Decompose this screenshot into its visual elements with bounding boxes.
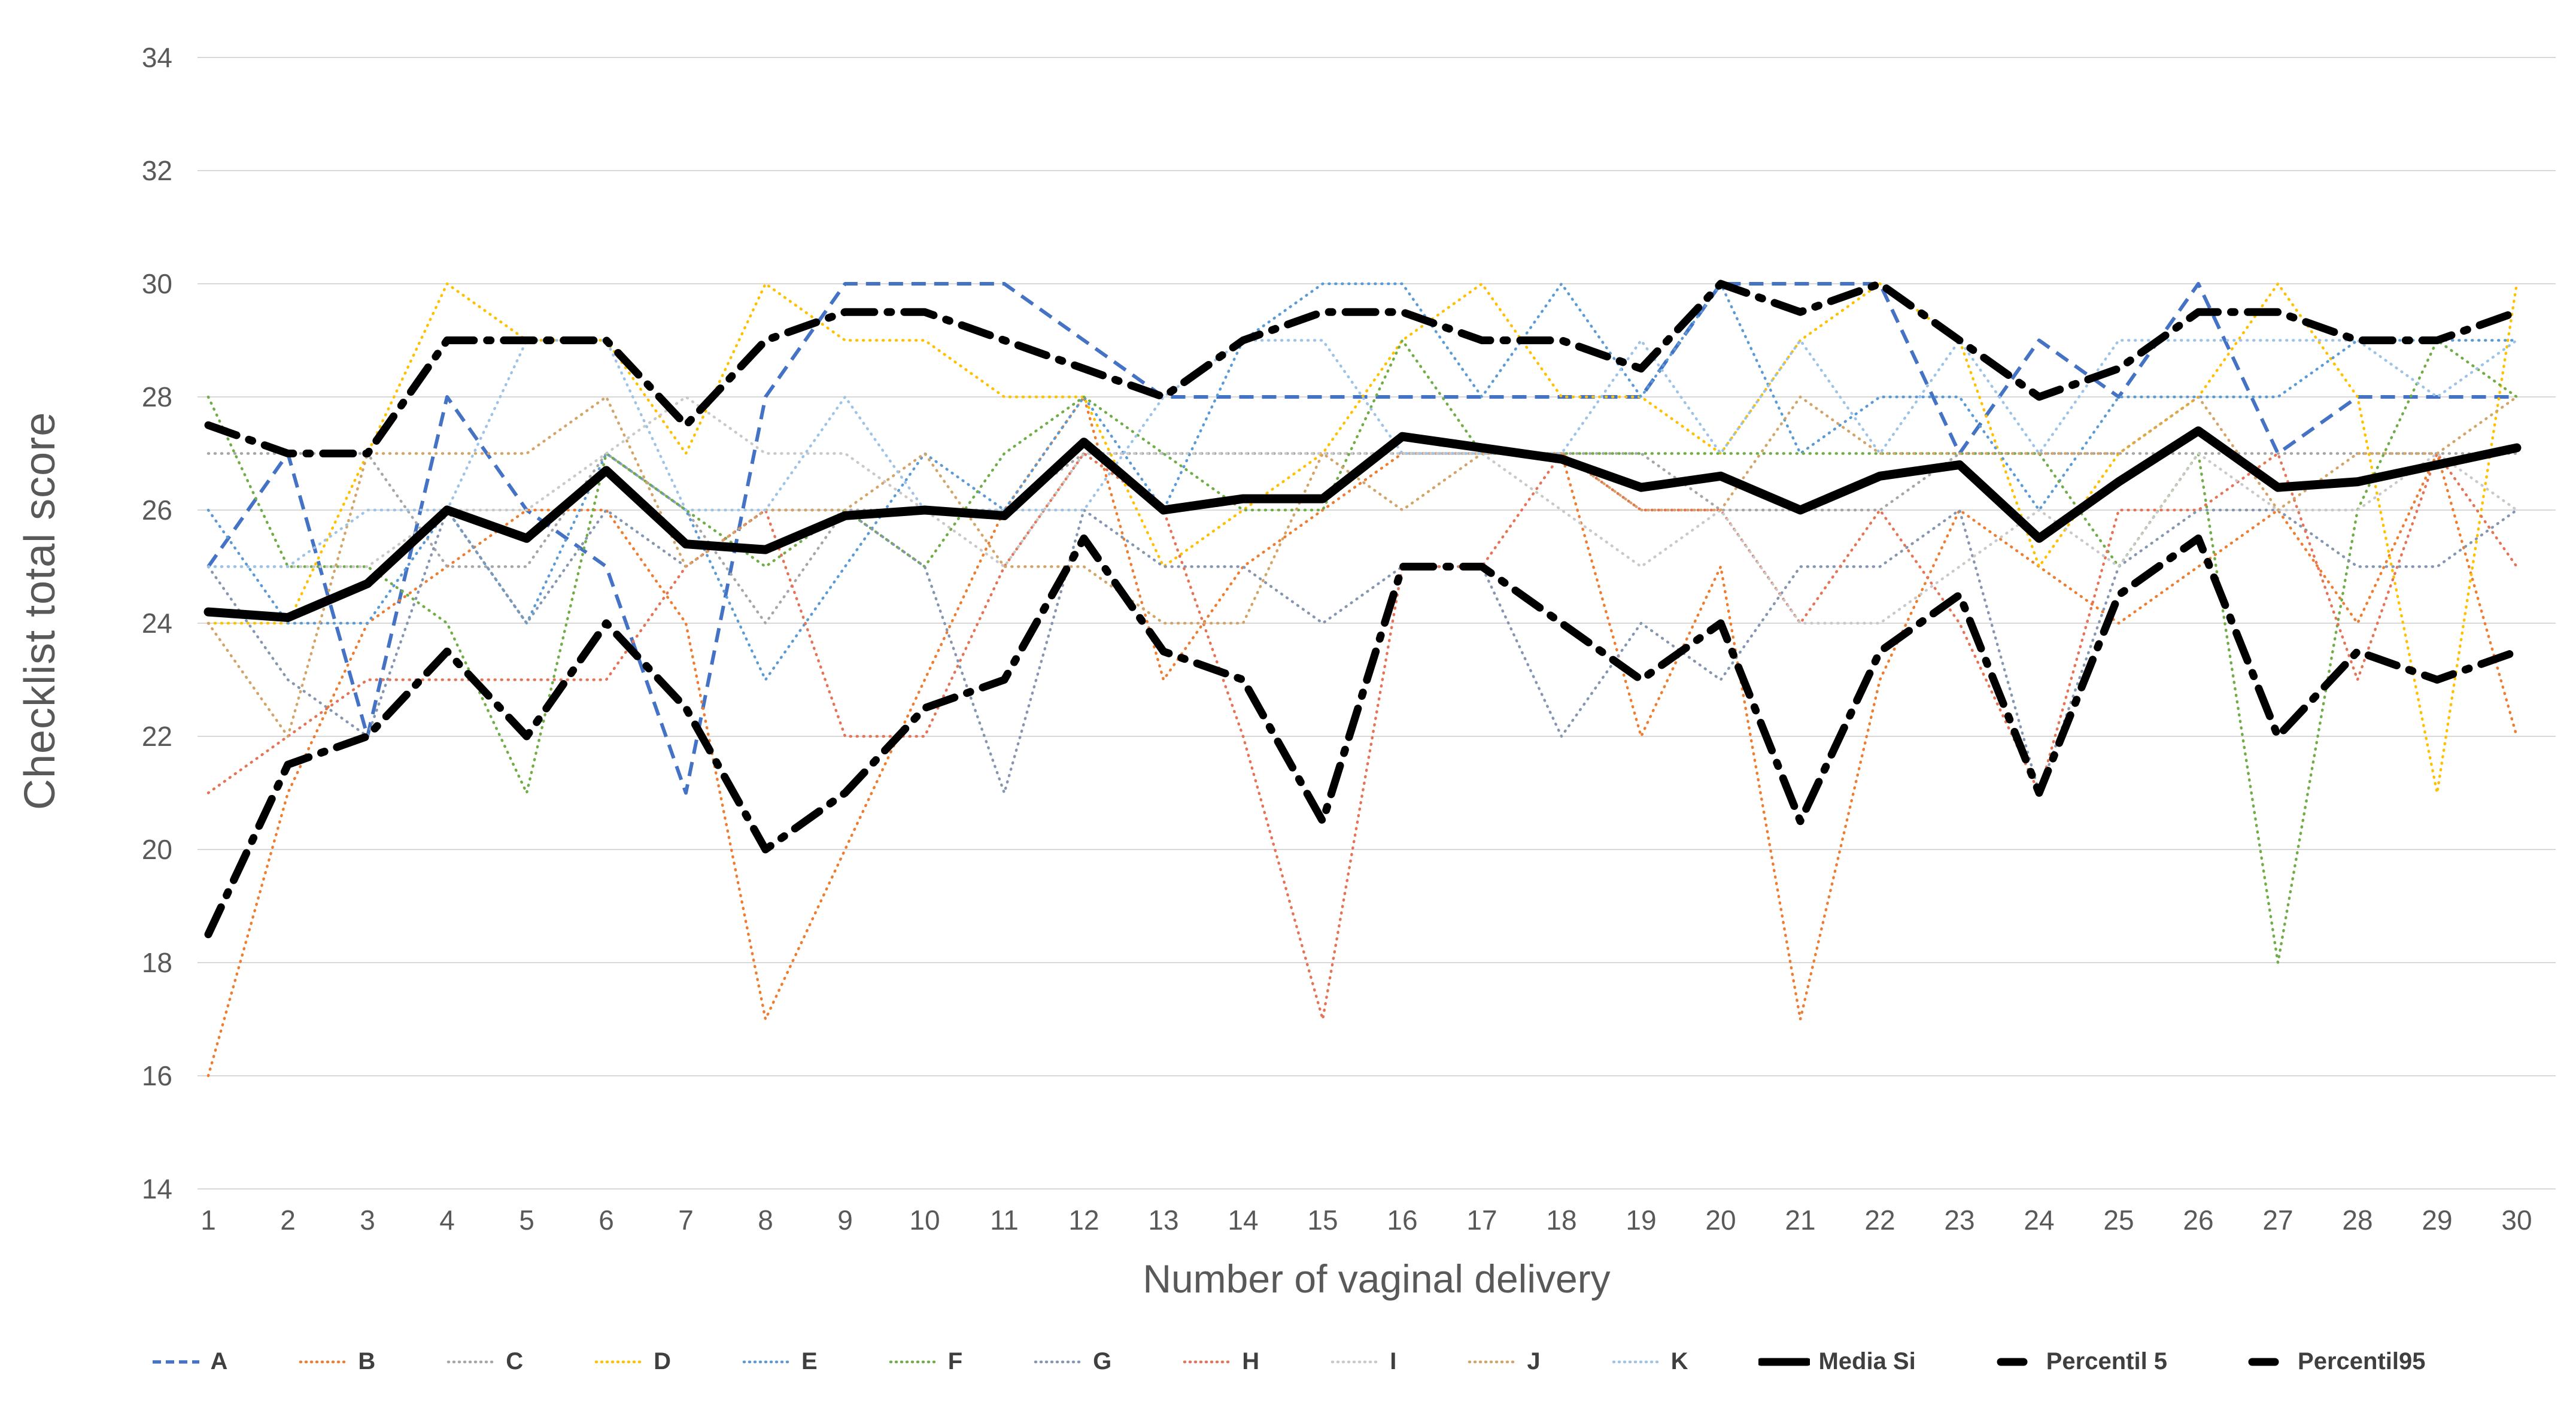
x-tick-label: 18 bbox=[1546, 1204, 1576, 1236]
x-tick-label: 19 bbox=[1626, 1204, 1656, 1236]
legend-item-h: H bbox=[1182, 1348, 1259, 1375]
x-tick-label: 28 bbox=[2342, 1204, 2373, 1236]
series-line-percentil95 bbox=[204, 280, 2521, 457]
x-tick-label: 25 bbox=[2103, 1204, 2134, 1236]
legend-item-percentil-5: Percentil 5 bbox=[1986, 1348, 2167, 1375]
legend-item-label: A bbox=[210, 1348, 228, 1375]
x-tick-label: 5 bbox=[519, 1204, 534, 1236]
y-tick-label: 34 bbox=[142, 42, 172, 73]
x-tick-label: 23 bbox=[1944, 1204, 1974, 1236]
x-tick-label: 22 bbox=[1864, 1204, 1895, 1236]
y-tick-label: 26 bbox=[142, 494, 172, 526]
legend-item-d: D bbox=[594, 1348, 671, 1375]
series-line-f bbox=[206, 339, 2519, 964]
y-tick-label: 30 bbox=[142, 268, 172, 299]
media-si-line-style-icon bbox=[1758, 1358, 1811, 1366]
series-line-e bbox=[206, 282, 2519, 681]
y-tick-label: 28 bbox=[142, 381, 172, 412]
legend-item-i: I bbox=[1330, 1348, 1396, 1375]
x-tick-label: 6 bbox=[599, 1204, 614, 1236]
series-line-percentil-5 bbox=[204, 534, 2521, 939]
x-tick-label: 24 bbox=[2024, 1204, 2054, 1236]
y-tick-label: 22 bbox=[142, 721, 172, 752]
legend-item-a: A bbox=[150, 1348, 227, 1375]
series-line-c bbox=[206, 452, 2519, 625]
b-line-style-icon bbox=[299, 1360, 349, 1363]
x-tick-label: 1 bbox=[201, 1204, 216, 1236]
x-tick-label: 26 bbox=[2183, 1204, 2213, 1236]
series-line-a bbox=[206, 282, 2517, 795]
a-line-style-icon bbox=[153, 1360, 200, 1364]
x-tick-label: 4 bbox=[439, 1204, 455, 1236]
legend-item-g: G bbox=[1033, 1348, 1111, 1375]
legend-item-label: J bbox=[1527, 1348, 1541, 1375]
x-tick-label: 20 bbox=[1705, 1204, 1736, 1236]
legend-item-percentil95: Percentil95 bbox=[2238, 1348, 2426, 1375]
legend-item-j: J bbox=[1467, 1348, 1541, 1375]
j-line-style-icon bbox=[1468, 1360, 1518, 1363]
legend-item-label: Percentil95 bbox=[2298, 1348, 2426, 1375]
legend-item-c: C bbox=[446, 1348, 523, 1375]
x-tick-label: 16 bbox=[1387, 1204, 1417, 1236]
legend-item-label: C bbox=[506, 1348, 524, 1375]
x-tick-label: 27 bbox=[2262, 1204, 2293, 1236]
legend-item-media-si: Media Si bbox=[1758, 1348, 1916, 1375]
x-axis-title: Number of vaginal delivery bbox=[1143, 1257, 1611, 1301]
x-tick-label: 12 bbox=[1068, 1204, 1099, 1236]
legend-item-label: F bbox=[947, 1348, 963, 1375]
series-line-g bbox=[206, 508, 2519, 794]
x-tick-label: 9 bbox=[837, 1204, 853, 1236]
legend-item-label: I bbox=[1390, 1348, 1397, 1375]
x-tick-label: 13 bbox=[1148, 1204, 1178, 1236]
legend-item-e: E bbox=[742, 1348, 818, 1375]
legend-item-b: B bbox=[298, 1348, 375, 1375]
x-tick-label: 15 bbox=[1307, 1204, 1338, 1236]
y-tick-label: 16 bbox=[142, 1060, 172, 1091]
x-tick-label: 3 bbox=[360, 1204, 375, 1236]
x-tick-label: 2 bbox=[280, 1204, 296, 1236]
x-tick-label: 11 bbox=[990, 1204, 1019, 1236]
x-tick-label: 7 bbox=[678, 1204, 694, 1236]
legend-item-label: K bbox=[1670, 1348, 1688, 1375]
y-tick-label: 18 bbox=[142, 947, 172, 978]
x-tick-label: 10 bbox=[909, 1204, 940, 1236]
e-line-style-icon bbox=[742, 1360, 792, 1363]
series-line-media-si bbox=[203, 426, 2522, 623]
x-tick-label: 14 bbox=[1228, 1204, 1258, 1236]
c-line-style-icon bbox=[447, 1360, 497, 1363]
legend-item-label: G bbox=[1093, 1348, 1112, 1375]
y-tick-label: 24 bbox=[142, 608, 172, 639]
series-line-j bbox=[206, 395, 2519, 738]
i-line-style-icon bbox=[1330, 1360, 1381, 1363]
d-line-style-icon bbox=[594, 1360, 645, 1363]
legend-item-f: F bbox=[888, 1348, 962, 1375]
y-tick-label: 20 bbox=[142, 834, 172, 865]
h-line-style-icon bbox=[1183, 1360, 1233, 1363]
k-line-style-icon bbox=[1612, 1360, 1661, 1363]
f-line-style-icon bbox=[889, 1360, 938, 1363]
legend-item-label: Percentil 5 bbox=[2046, 1348, 2168, 1375]
x-tick-label: 21 bbox=[1785, 1204, 1815, 1236]
series-line-d bbox=[206, 282, 2519, 794]
legend-item-label: H bbox=[1242, 1348, 1260, 1375]
x-tick-label: 30 bbox=[2501, 1204, 2532, 1236]
series-line-h bbox=[206, 452, 2519, 1021]
percentil95-line-style-icon bbox=[2248, 1358, 2279, 1366]
x-tick-label: 17 bbox=[1466, 1204, 1497, 1236]
x-tick-label: 29 bbox=[2422, 1204, 2452, 1236]
legend-item-label: E bbox=[801, 1348, 818, 1375]
y-tick-label: 32 bbox=[142, 155, 172, 186]
percentil-5-line-style-icon bbox=[1997, 1358, 2028, 1366]
legend-item-k: K bbox=[1611, 1348, 1688, 1375]
legend-item-label: B bbox=[358, 1348, 376, 1375]
x-tick-label: 8 bbox=[758, 1204, 773, 1236]
g-line-style-icon bbox=[1034, 1360, 1084, 1363]
legend-item-label: D bbox=[654, 1348, 672, 1375]
y-tick-label: 14 bbox=[142, 1173, 172, 1204]
legend-item-label: Media Si bbox=[1818, 1348, 1916, 1375]
legend: A B C D E F G H I J K Media Si Percentil 5 Percentil9… bbox=[0, 1348, 2576, 1375]
